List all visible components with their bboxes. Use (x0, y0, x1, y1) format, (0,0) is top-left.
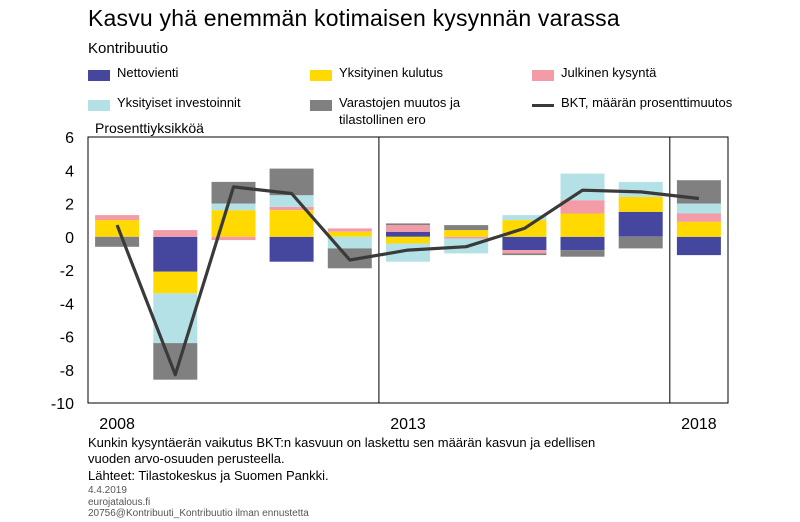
bar-yksityinen_kulutus-2014 (444, 230, 489, 237)
legend-swatch-varastot (310, 100, 332, 111)
legend-label: Nettovienti (117, 65, 179, 80)
bar-julkinen_kysynta-2009 (153, 230, 198, 237)
bar-julkinen_kysynta-2013 (386, 225, 430, 232)
legend-label: Julkinen kysyntä (561, 65, 657, 80)
page-title: Kasvu yhä enemmän kotimaisen kysynnän va… (88, 5, 620, 31)
legend-label: BKT, määrän prosenttimuutos (561, 95, 733, 110)
bar-nettovienti-2017 (618, 211, 663, 237)
y-axis-label: Prosenttiyksikköä (95, 120, 204, 136)
legend-swatch-julkinen-kysynta (532, 70, 554, 81)
bar-julkinen_kysynta-2018 (676, 213, 721, 222)
bar-varastot-2010 (211, 181, 256, 204)
bar-yksityiset_investoinnit-2015 (502, 215, 547, 221)
y-tick-label: 0 (65, 230, 74, 247)
y-tick-label: -6 (60, 330, 74, 347)
bkt-line (115, 185, 700, 377)
bar-nettovienti-2013 (386, 231, 430, 237)
bar-julkinen_kysynta-2016 (560, 200, 605, 214)
chart-subtitle: Kontribuutio (88, 40, 169, 57)
y-tick-label: -2 (60, 263, 74, 280)
plot-border (87, 136, 729, 404)
bar-yksityinen_kulutus-2009 (153, 271, 198, 294)
legend-label: Yksityiset investoinnit (117, 95, 241, 110)
legend-swatch-yksityinen-kulutus (310, 70, 332, 81)
y-tick-label: -4 (60, 296, 74, 313)
y-tick-labels: 6 4 2 0 -2 -4 -6 -8 -10 (51, 130, 74, 413)
bar-julkinen_kysynta-2015 (502, 250, 547, 254)
bkt-line-group (115, 185, 700, 377)
bar-yksityiset_investoinnit-2011 (269, 195, 314, 207)
bar-nettovienti-2018 (676, 236, 721, 256)
bar-yksityinen_kulutus-2017 (618, 196, 663, 212)
bar-julkinen_kysynta-2012 (327, 228, 372, 232)
bar-varastot-2015 (502, 253, 547, 256)
note-line-1: Kunkin kysyntäerän vaikutus BKT:n kasvuu… (88, 435, 596, 450)
bar-nettovienti-2011 (269, 236, 314, 262)
bar-julkinen_kysynta-2011 (269, 206, 314, 211)
bar-yksityinen_kulutus-2013 (386, 236, 430, 244)
bar-nettovienti-2009 (153, 236, 198, 272)
bar-yksityinen_kulutus-2016 (560, 213, 605, 237)
bar-yksityiset_investoinnit-2010 (211, 203, 256, 211)
site-note: eurojatalous.fi (88, 497, 151, 508)
x-tick-label: 2013 (390, 416, 426, 433)
legend-swatch-nettovienti (88, 70, 110, 81)
bar-julkinen_kysynta-2014 (444, 236, 489, 239)
bar-yksityinen_kulutus-2011 (269, 210, 314, 237)
x-tick-label: 2018 (681, 416, 717, 433)
sources-note: Lähteet: Tilastokeskus ja Suomen Pankki. (88, 468, 329, 483)
date-note: 4.4.2019 (88, 485, 127, 496)
y-tick-label: 2 (65, 197, 74, 214)
legend-swatch-yksityiset-investoinnit (88, 100, 110, 111)
bar-varastot-2013 (386, 223, 430, 226)
y-tick-label: 4 (65, 163, 74, 180)
bar-nettovienti-2016 (560, 236, 605, 251)
bar-nettovienti-2015 (502, 236, 547, 251)
y-tick-label: -10 (51, 396, 74, 413)
bar-varastot-2018 (676, 180, 721, 204)
bar-varastot-2014 (444, 225, 489, 231)
x-tick-label: 2008 (99, 416, 135, 433)
bar-yksityiset_investoinnit-2012 (327, 236, 372, 249)
legend-line-bkt (532, 104, 554, 107)
bar-varastot-2016 (560, 250, 605, 257)
file-note: 20756@Kontribuuti_Kontribuutio ilman enn… (88, 508, 309, 519)
bar-julkinen_kysynta-2010 (211, 236, 256, 241)
bar-julkinen_kysynta-2008 (95, 215, 140, 221)
legend-label: Yksityinen kulutus (339, 65, 444, 80)
bar-yksityinen_kulutus-2018 (676, 221, 721, 237)
bar-yksityiset_investoinnit-2016 (560, 173, 605, 201)
bar-yksityinen_kulutus-2012 (327, 231, 372, 237)
bars-group (95, 168, 721, 380)
bar-varastot-2017 (618, 236, 663, 249)
note-line-2: vuoden arvo-osuuden perusteella. (88, 451, 285, 466)
bar-varastot-2008 (95, 236, 140, 247)
y-tick-label: 6 (65, 130, 74, 147)
x-tick-labels: 2008 2013 2018 (99, 416, 716, 433)
y-tick-label: -8 (60, 363, 74, 380)
plot-frame (87, 136, 729, 404)
legend-label: Varastojen muutos ja tilastollinen ero (339, 95, 461, 127)
bar-yksityiset_investoinnit-2018 (676, 203, 721, 214)
